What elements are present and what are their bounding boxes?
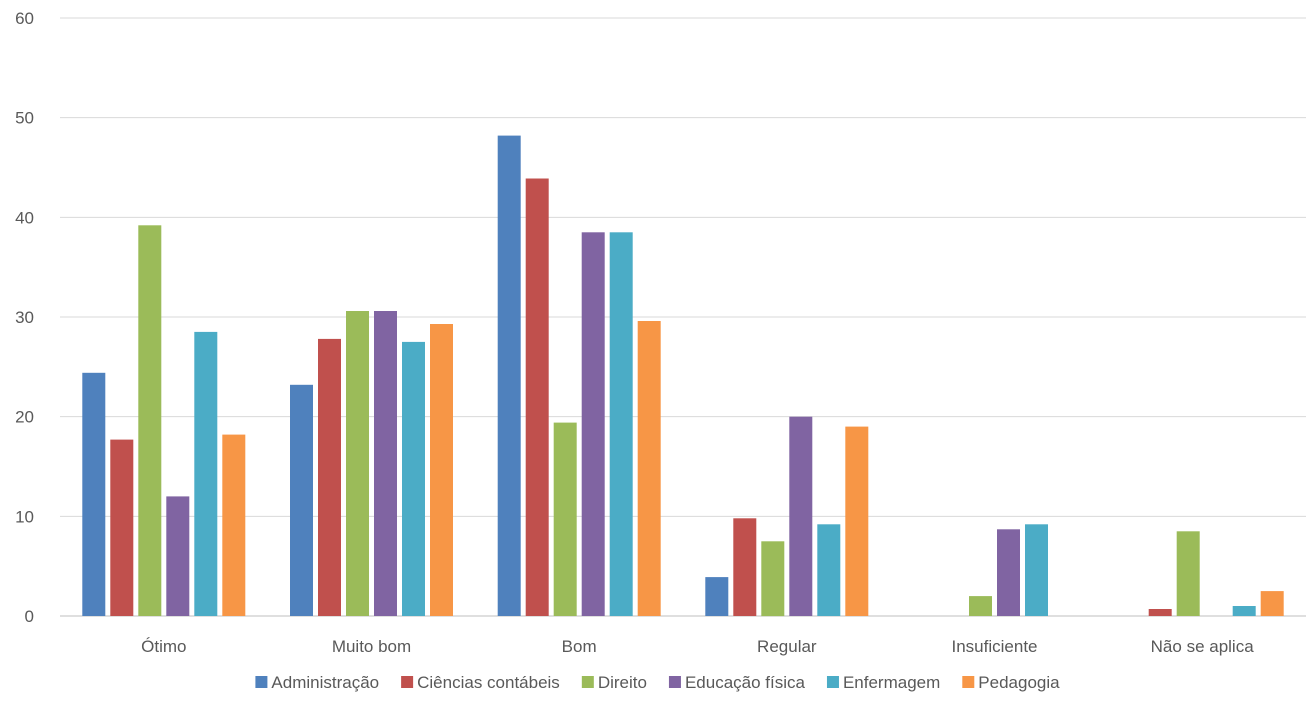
y-tick-label: 40 [15, 208, 34, 227]
bar [1025, 524, 1048, 616]
bar [789, 416, 813, 616]
legend-label: Administração [271, 673, 379, 692]
bar [318, 338, 341, 616]
bar [166, 496, 190, 616]
bar [138, 225, 162, 617]
bar [817, 524, 841, 616]
x-category-label: Bom [562, 637, 597, 656]
y-axis: 0 10 20 30 40 50 60 [15, 9, 34, 626]
legend-label: Educação física [685, 673, 806, 692]
bar [969, 596, 992, 616]
gridlines [60, 17, 1306, 617]
bar [845, 426, 869, 616]
bar [497, 135, 521, 616]
y-tick-label: 20 [15, 408, 34, 427]
bar [637, 321, 661, 616]
legend-swatch [255, 676, 268, 688]
x-category-label: Muito bom [332, 637, 411, 656]
bar [609, 232, 633, 617]
bar [194, 331, 218, 616]
x-category-label: Insuficiente [952, 637, 1038, 656]
y-tick-label: 10 [15, 507, 34, 526]
legend-label: Ciências contábeis [417, 673, 560, 692]
bar [997, 529, 1020, 616]
y-tick-label: 50 [15, 109, 34, 128]
legend-item: Enfermagem [826, 673, 940, 692]
bar [1232, 606, 1256, 616]
bar [222, 434, 246, 616]
bar [430, 324, 453, 616]
legend-item: Direito [581, 673, 647, 692]
legend-item: Administração [255, 673, 379, 692]
bar [525, 178, 549, 616]
bar [1148, 609, 1172, 616]
legend-label: Pedagogia [978, 673, 1060, 692]
x-category-label: Não se aplica [1151, 637, 1255, 656]
bar [110, 439, 134, 616]
y-tick-label: 30 [15, 308, 34, 327]
legend-swatch [668, 676, 681, 688]
bar [346, 311, 369, 616]
legend-swatch [826, 676, 839, 688]
y-tick-label: 0 [25, 607, 34, 626]
bar [290, 384, 313, 616]
bar [705, 577, 729, 616]
bar [1176, 531, 1200, 616]
legend-label: Enfermagem [843, 673, 940, 692]
legend-label: Direito [598, 673, 647, 692]
legend-swatch [401, 676, 414, 688]
legend-swatch [581, 676, 594, 688]
x-category-label: Regular [757, 637, 817, 656]
bar [761, 541, 785, 617]
legend: Administração Ciências contábeis Direito Ed… [255, 673, 1060, 692]
bar [1260, 591, 1284, 616]
legend-item: Educação física [668, 673, 806, 692]
legend-swatch [962, 676, 975, 688]
bar [402, 341, 425, 616]
bar [82, 372, 106, 616]
bar [733, 518, 757, 616]
y-tick-label: 60 [15, 9, 34, 28]
bars: Ótimo Muito bom Bom Regular Insuficiente Não … [82, 135, 1284, 656]
bar [374, 311, 397, 616]
legend-item: Ciências contábeis [401, 673, 560, 692]
legend-item: Pedagogia [962, 673, 1060, 692]
bar [553, 422, 577, 616]
x-category-label: Ótimo [141, 637, 186, 656]
bar [581, 232, 605, 617]
